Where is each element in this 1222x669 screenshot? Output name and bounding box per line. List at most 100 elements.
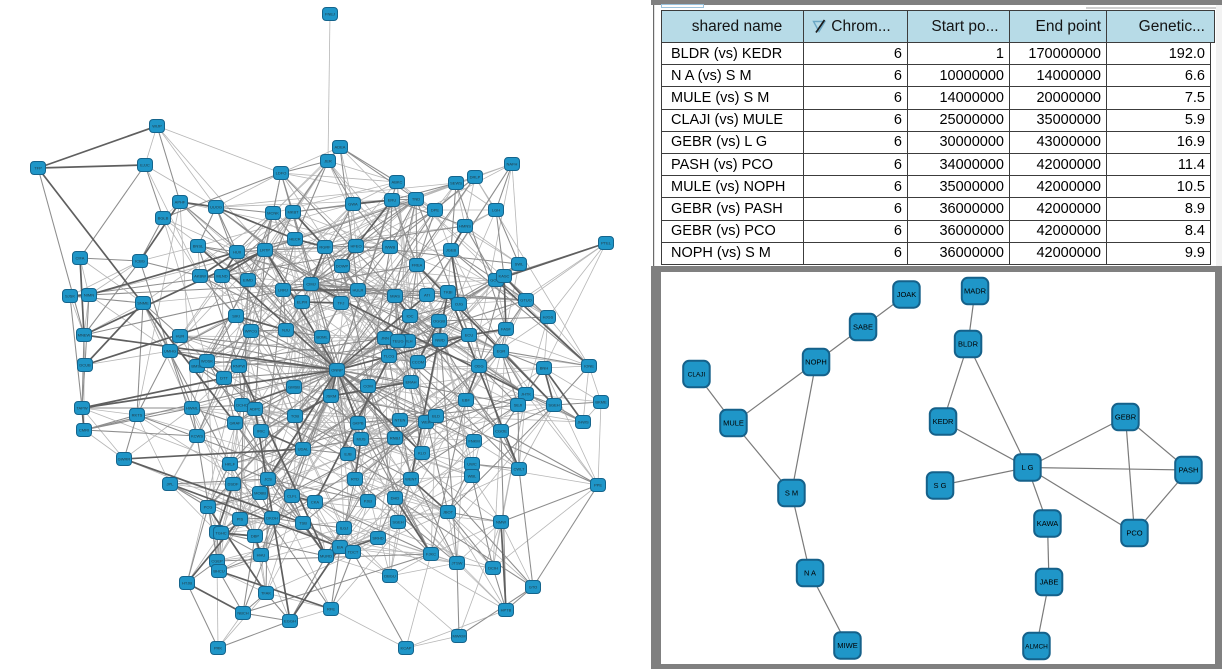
- svg-text:KCWS: KCWS: [191, 434, 203, 439]
- svg-text:FASF: FASF: [501, 327, 512, 332]
- svg-text:RKTS: RKTS: [132, 413, 143, 418]
- svg-text:WPCG: WPCG: [245, 329, 257, 334]
- svg-text:TEUG: TEUG: [392, 339, 403, 344]
- svg-text:BLD: BLD: [432, 414, 440, 419]
- svg-text:SGEH: SGEH: [392, 520, 403, 525]
- svg-text:JGEB: JGEB: [446, 248, 457, 253]
- svg-text:DHD: DHD: [391, 496, 400, 501]
- svg-text:GRAF: GRAF: [229, 421, 241, 426]
- svg-text:CGOE: CGOE: [495, 429, 507, 434]
- svg-text:JHTK: JHTK: [521, 392, 531, 397]
- svg-text:BNH: BNH: [540, 366, 549, 371]
- svg-text:MLND: MLND: [216, 274, 227, 279]
- svg-text:HMNS: HMNS: [459, 224, 471, 229]
- svg-text:NAFH: NAFH: [507, 162, 518, 167]
- svg-text:EGR: EGR: [497, 349, 506, 354]
- svg-text:LDFO: LDFO: [276, 171, 287, 176]
- svg-text:CLFL: CLFL: [287, 494, 298, 499]
- svg-text:ONNP: ONNP: [331, 368, 343, 373]
- svg-text:ALMCH: ALMCH: [1025, 644, 1048, 651]
- svg-text:KASC: KASC: [499, 274, 510, 279]
- svg-text:WIJP: WIJP: [152, 124, 162, 129]
- svg-text:GWRR: GWRR: [118, 457, 131, 462]
- svg-text:ELPR: ELPR: [297, 300, 308, 305]
- svg-text:MWKM: MWKM: [452, 634, 465, 639]
- svg-text:SWL: SWL: [515, 262, 524, 267]
- svg-text:HHU: HHU: [257, 553, 266, 558]
- svg-text:MKBT: MKBT: [287, 210, 299, 215]
- svg-text:TKBI: TKBI: [444, 290, 453, 295]
- svg-text:SABE: SABE: [853, 323, 873, 332]
- svg-text:JNN: JNN: [381, 336, 389, 341]
- svg-text:TND: TND: [412, 197, 420, 202]
- svg-text:MIJS: MIJS: [356, 437, 365, 442]
- svg-text:GKPB: GKPB: [352, 421, 363, 426]
- svg-text:DTT: DTT: [220, 376, 228, 381]
- svg-text:DPE: DPE: [431, 208, 440, 213]
- svg-text:MNEW: MNEW: [78, 333, 91, 338]
- svg-text:PJEI: PJEI: [364, 499, 372, 504]
- svg-text:ATI: ATI: [424, 293, 430, 298]
- svg-text:DCIH: DCIH: [488, 566, 498, 571]
- svg-text:JCS: JCS: [264, 477, 272, 482]
- svg-text:OGGB: OGGB: [433, 319, 445, 324]
- svg-text:WEK: WEK: [421, 420, 430, 425]
- svg-text:PIS: PIS: [237, 517, 244, 522]
- svg-text:NWD: NWD: [435, 338, 445, 343]
- svg-text:EJJC: EJJC: [140, 163, 150, 168]
- svg-text:HTJB: HTJB: [182, 581, 192, 586]
- svg-text:ADPC: ADPC: [249, 407, 260, 412]
- svg-text:LRRJ: LRRJ: [278, 288, 288, 293]
- svg-text:AKBW: AKBW: [194, 274, 206, 279]
- svg-text:UUOG: UUOG: [210, 205, 222, 210]
- svg-text:LRTP: LRTP: [260, 248, 270, 253]
- svg-text:JTSW: JTSW: [452, 561, 463, 566]
- svg-text:ECU: ECU: [465, 333, 474, 338]
- svg-text:HULR: HULR: [353, 288, 364, 293]
- svg-text:CLAJI: CLAJI: [688, 372, 706, 379]
- svg-text:CGEP: CGEP: [211, 559, 223, 564]
- svg-text:DSDF: DSDF: [228, 482, 239, 487]
- svg-text:COM: COM: [363, 384, 372, 389]
- svg-text:JER: JER: [324, 159, 332, 164]
- svg-text:SEWS: SEWS: [450, 181, 462, 186]
- svg-text:HUR: HUR: [176, 334, 185, 339]
- svg-text:NBCH: NBCH: [237, 611, 248, 616]
- svg-text:EBF: EBF: [462, 398, 470, 403]
- svg-text:JSKM: JSKM: [326, 394, 337, 399]
- svg-text:CCOM: CCOM: [412, 360, 424, 365]
- svg-text:BOML: BOML: [316, 335, 328, 340]
- svg-text:CIMJ: CIMJ: [306, 282, 315, 287]
- svg-text:EGGH: EGGH: [284, 619, 296, 624]
- svg-text:LGH: LGH: [492, 208, 500, 213]
- svg-text:OJG: OJG: [455, 302, 463, 307]
- svg-text:BHCU: BHCU: [213, 569, 224, 574]
- svg-text:GTO: GTO: [529, 585, 538, 590]
- svg-text:APHF: APHF: [175, 200, 186, 205]
- svg-text:ADEA: ADEA: [335, 145, 346, 150]
- svg-text:JHWS: JHWS: [577, 420, 589, 425]
- svg-text:IOC: IOC: [406, 314, 413, 319]
- svg-text:PTEL: PTEL: [601, 241, 612, 246]
- svg-text:RGRF: RGRF: [319, 245, 331, 250]
- svg-text:WOSK: WOSK: [201, 359, 214, 364]
- svg-text:DCUB: DCUB: [79, 363, 91, 368]
- svg-text:S M: S M: [785, 489, 798, 498]
- svg-text:EJB: EJB: [344, 452, 352, 457]
- svg-text:NOPH: NOPH: [805, 358, 827, 367]
- svg-text:TGHC: TGHC: [215, 531, 226, 536]
- svg-text:HPTB: HPTB: [501, 608, 512, 613]
- svg-text:TFJ: TFJ: [338, 301, 345, 306]
- svg-text:NJU: NJU: [282, 328, 290, 333]
- svg-text:BNSL: BNSL: [193, 244, 204, 249]
- svg-text:UWC: UWC: [467, 462, 477, 467]
- svg-text:CWLT: CWLT: [513, 467, 525, 472]
- svg-text:MULE: MULE: [723, 419, 744, 428]
- svg-text:JBOT: JBOT: [443, 510, 454, 515]
- svg-text:MIWE: MIWE: [837, 641, 857, 650]
- svg-text:ABKC: ABKC: [392, 180, 403, 185]
- svg-text:RFE: RFE: [327, 607, 335, 612]
- svg-text:GMSB: GMSB: [288, 385, 300, 390]
- svg-text:FJKC: FJKC: [426, 552, 436, 557]
- svg-text:CKA: CKA: [311, 500, 320, 505]
